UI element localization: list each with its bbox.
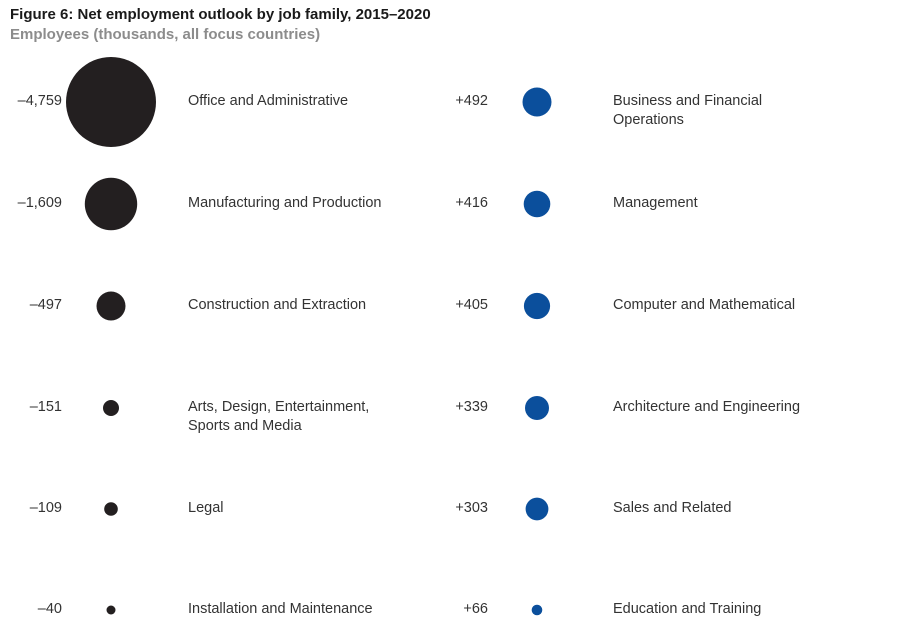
category-label-decline-5: Installation and Maintenance bbox=[188, 601, 373, 617]
value-label-growth-5: +66 bbox=[463, 601, 488, 617]
bubble-growth-2 bbox=[523, 292, 551, 320]
bubble-decline-5 bbox=[106, 605, 116, 615]
category-label-growth-4: Sales and Related bbox=[613, 500, 732, 516]
value-label-decline-3: –151 bbox=[29, 399, 62, 415]
bubble-growth-5 bbox=[531, 604, 543, 616]
value-label-growth-4: +303 bbox=[455, 500, 488, 516]
value-label-decline-1: –1,609 bbox=[17, 195, 62, 211]
bubble-growth-0 bbox=[522, 87, 552, 117]
category-label-decline-4: Legal bbox=[188, 500, 224, 516]
value-label-decline-5: –40 bbox=[37, 601, 62, 617]
category-label-decline-0: Office and Administrative bbox=[188, 93, 349, 109]
bubble-decline-3 bbox=[103, 400, 119, 416]
category-label-decline-1: Manufacturing and Production bbox=[188, 195, 382, 211]
value-label-growth-2: +405 bbox=[455, 297, 488, 313]
bubble-decline-2 bbox=[96, 291, 126, 321]
value-label-growth-0: +492 bbox=[455, 93, 488, 109]
category-label-growth-0: Business and Financial Operations bbox=[613, 93, 763, 128]
bubble-growth-3 bbox=[525, 396, 549, 420]
chart-title: Figure 6: Net employment outlook by job … bbox=[10, 6, 431, 23]
value-label-decline-2: –497 bbox=[29, 297, 62, 313]
category-label-growth-5: Education and Training bbox=[613, 601, 762, 617]
bubble-growth-1 bbox=[523, 190, 551, 218]
category-label-growth-2: Computer and Mathematical bbox=[613, 297, 796, 313]
category-label-decline-3: Arts, Design, Entertainment, Sports and … bbox=[188, 399, 370, 434]
chart-subtitle: Employees (thousands, all focus countrie… bbox=[10, 26, 321, 43]
category-label-growth-3: Architecture and Engineering bbox=[613, 399, 801, 415]
bubble-decline-4 bbox=[104, 502, 118, 516]
value-label-decline-0: –4,759 bbox=[17, 93, 62, 109]
value-label-growth-1: +416 bbox=[455, 195, 488, 211]
value-label-decline-4: –109 bbox=[29, 500, 62, 516]
value-label-growth-3: +339 bbox=[455, 399, 488, 415]
bubble-growth-4 bbox=[525, 497, 549, 521]
bubble-decline-0 bbox=[66, 57, 156, 147]
category-label-growth-1: Management bbox=[613, 195, 698, 211]
bubble-decline-1 bbox=[84, 177, 138, 231]
category-label-decline-2: Construction and Extraction bbox=[188, 297, 367, 313]
